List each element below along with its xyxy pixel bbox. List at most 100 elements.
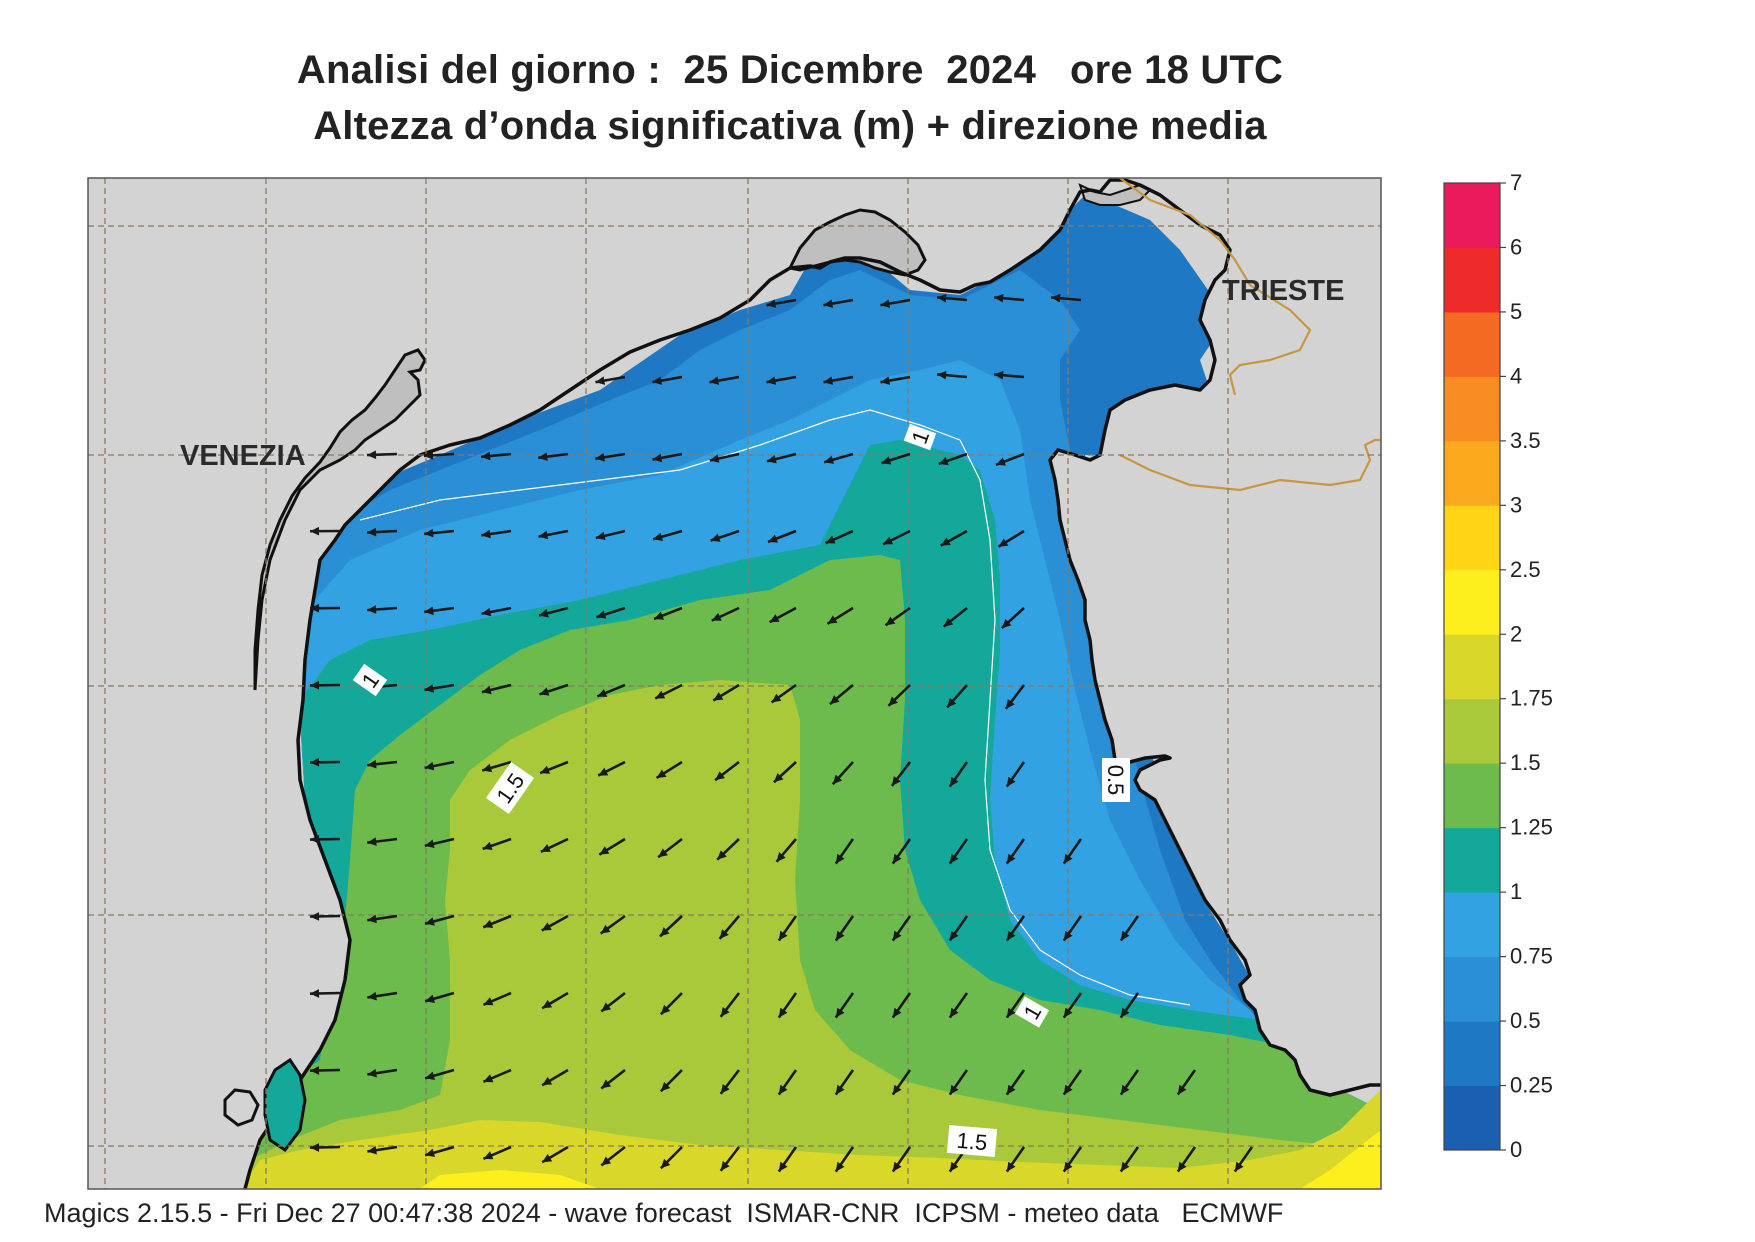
colorbar-tick-label: 0.25: [1510, 1073, 1553, 1098]
wave-arrow-head: [482, 841, 493, 851]
wave-arrow-head: [424, 528, 434, 538]
wave-arrow-head: [310, 603, 320, 613]
wave-arrow-head: [766, 376, 777, 385]
wave-arrow-head: [720, 1084, 730, 1094]
wave-arrow-head: [1177, 1084, 1187, 1095]
wave-arrow-head: [424, 451, 434, 460]
wave-arrow-head: [538, 609, 549, 618]
wave-arrow-head: [823, 376, 834, 385]
wave-arrow-head: [778, 1007, 788, 1018]
wave-arrow-head: [367, 605, 377, 614]
wave-arrow-head: [656, 769, 667, 778]
wave-arrow-head: [885, 616, 896, 626]
wave-arrow-head: [937, 370, 947, 380]
wave-arrow-head: [540, 765, 551, 774]
colorbar-tick-label: 1.25: [1510, 815, 1553, 840]
wave-arrow-head: [1063, 1084, 1073, 1095]
wave-arrow-head: [1120, 930, 1130, 941]
colorbar-tick-label: 1.75: [1510, 686, 1553, 711]
wave-arrow-head: [600, 924, 611, 934]
colorbar-segment: [1444, 634, 1500, 700]
wave-arrow-head: [539, 687, 550, 696]
wave-arrow-head: [937, 293, 947, 303]
wave-arrow-head: [652, 376, 663, 385]
wave-arrow-head: [1063, 853, 1073, 864]
wave-arrow-head: [1006, 1161, 1016, 1172]
colorbar-tick-label: 2: [1510, 621, 1522, 646]
wave-arrow-head: [425, 1071, 436, 1080]
wave-arrow-head: [713, 692, 724, 701]
wave-arrow-head: [1063, 1161, 1073, 1172]
wave-arrow-head: [483, 1074, 494, 1083]
wave-arrow-head: [994, 370, 1004, 380]
colorbar-segment: [1444, 440, 1500, 506]
wave-arrow-head: [1006, 1084, 1016, 1095]
sea-band-2-west: [420, 1170, 600, 1189]
colorbar-tick-label: 0.75: [1510, 944, 1553, 969]
wave-arrow-head: [310, 526, 320, 536]
wave-arrow-head: [310, 680, 320, 690]
wave-arrow-head: [778, 1084, 788, 1095]
map-grid: [88, 178, 1381, 1189]
wave-arrow-head: [424, 839, 435, 849]
wave-arrow-head: [595, 452, 605, 462]
wave-arrow-head: [658, 848, 668, 858]
colorbar-tick-label: 6: [1510, 234, 1522, 259]
map-frame: [87, 177, 1382, 1190]
wave-arrow-head: [1051, 293, 1061, 303]
island-sw-2: [263, 1057, 307, 1153]
land-istria: [1050, 178, 1381, 1095]
wave-arrow-head: [652, 453, 663, 463]
wave-arrow-head: [832, 774, 843, 785]
wave-arrow-head: [717, 850, 727, 860]
wave-arrow-head: [367, 450, 377, 460]
wave-arrow-head: [880, 299, 891, 308]
wave-arrow-head: [1006, 1007, 1016, 1018]
wave-arrow-head: [595, 531, 606, 541]
wave-arrow-head: [1063, 930, 1073, 941]
wave-arrow-head: [659, 927, 670, 937]
wave-arrow-head: [597, 688, 608, 698]
wave-arrow-head: [768, 534, 779, 543]
wave-arrow-head: [825, 535, 836, 544]
wave-arrow-head: [424, 606, 434, 616]
colorbar-segment: [1444, 892, 1500, 958]
wave-arrow-head: [827, 615, 838, 624]
wave-arrow-head: [711, 612, 722, 621]
wave-arrow-head: [996, 457, 1006, 466]
wave-arrow-head: [949, 1161, 959, 1172]
wave-arrow-head: [835, 1084, 845, 1095]
wave-arrow-head: [835, 930, 845, 941]
wave-arrow-head: [1063, 1007, 1073, 1018]
wave-arrow-head: [538, 530, 549, 540]
map-subtitle: Altezza d’onda significativa (m) + direz…: [313, 104, 1267, 148]
contour-1-east: [959, 439, 1191, 1006]
wave-arrow-head: [541, 922, 552, 931]
sea-band-2: [1300, 1130, 1381, 1189]
colorbar-tick-label: 2.5: [1510, 557, 1541, 582]
wave-arrow-head: [829, 695, 840, 705]
wave-arrow-head: [778, 930, 788, 941]
wave-arrow-head: [949, 776, 959, 787]
wave-arrow-head: [994, 293, 1004, 303]
wave-arrow-head: [601, 1002, 612, 1012]
wave-arrow-head: [367, 837, 377, 846]
colorbar-tick-label: 5: [1510, 299, 1522, 324]
wave-arrow-head: [424, 684, 435, 693]
wave-arrow-head: [880, 376, 891, 385]
wave-arrow-head: [776, 852, 786, 862]
wave-arrow-head: [892, 853, 902, 864]
colorbar: 0 0.25 0.5 0.75 1 1.25 1.5 1.75 2 2.5 3 3.5 4 5 6 7: [1443, 170, 1553, 1162]
footer-credits: Magics 2.15.5 - Fri Dec 27 00:47:38 2024…: [44, 1198, 1284, 1228]
colorbar-segment: [1444, 376, 1500, 442]
wave-arrow-head: [835, 1161, 845, 1172]
wave-arrow-head: [310, 989, 320, 998]
wave-arrow-head: [1005, 699, 1015, 709]
wave-direction-arrows: [309, 293, 1254, 1173]
colorbar-segment: [1444, 505, 1500, 571]
wave-arrow-head: [367, 1145, 377, 1155]
wave-arrow-head: [540, 844, 551, 852]
land-north-italy: [88, 178, 1381, 1189]
wave-arrow-head: [599, 846, 610, 855]
wave-arrow-head: [715, 771, 725, 781]
